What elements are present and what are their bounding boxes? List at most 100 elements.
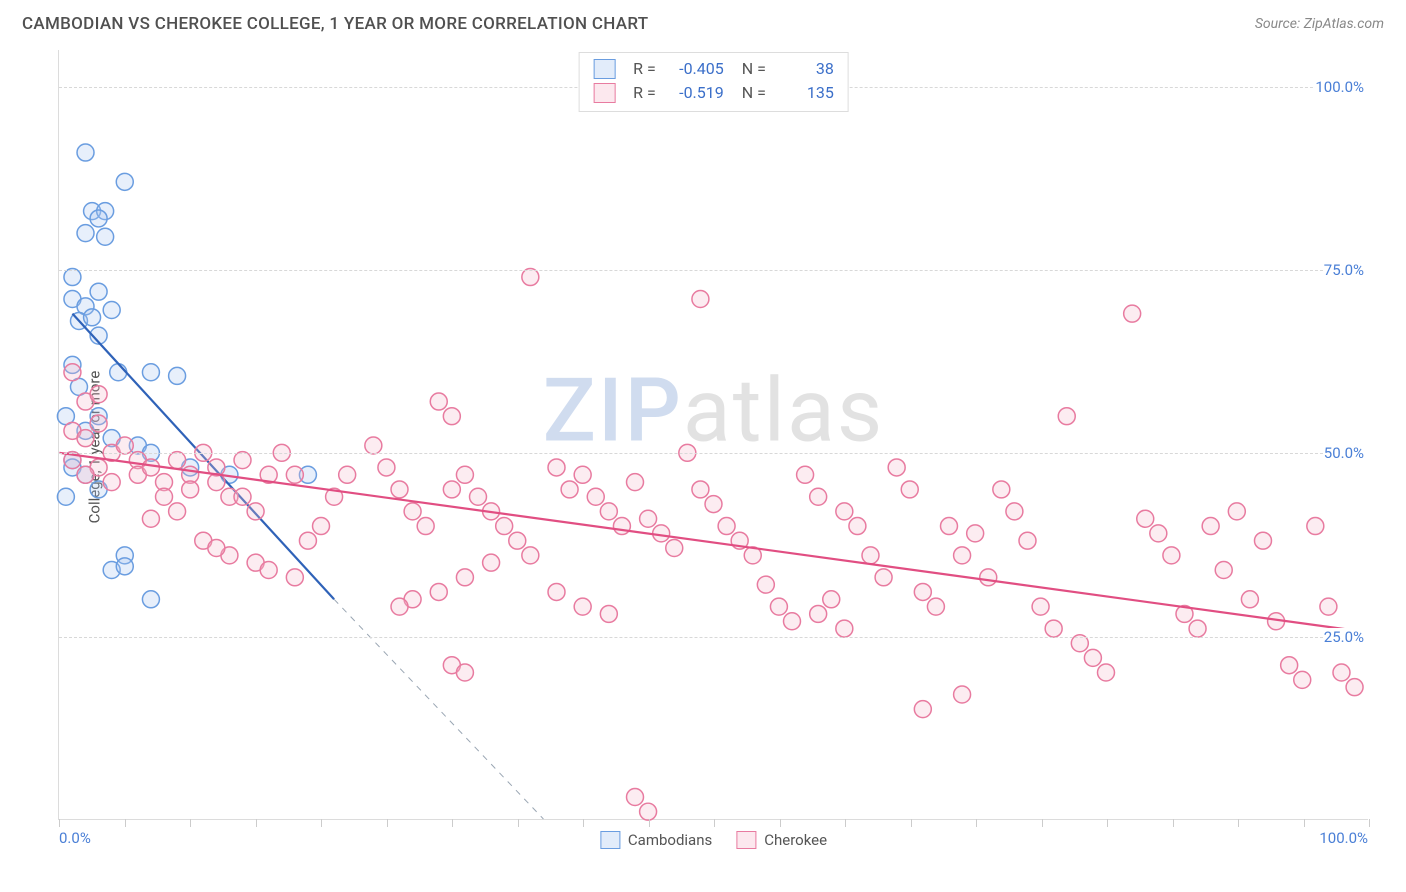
- source-prefix: Source:: [1255, 16, 1304, 32]
- stat-r-label: R =: [633, 57, 656, 81]
- data-point-cherokee: [1019, 532, 1036, 549]
- data-point-cherokee: [90, 386, 107, 403]
- data-point-cherokee: [1320, 598, 1337, 615]
- x-tick-label-left: 0.0%: [59, 829, 91, 847]
- data-point-cherokee: [1281, 657, 1298, 674]
- data-point-cambodians: [116, 558, 133, 575]
- legend-item-cambodians: Cambodians: [600, 831, 712, 849]
- data-point-cherokee: [914, 583, 931, 600]
- stat-row-cherokee: R =-0.519 N =135: [593, 81, 834, 105]
- data-point-cherokee: [1215, 562, 1232, 579]
- x-minor-tick: [387, 819, 388, 827]
- data-point-cherokee: [522, 269, 539, 286]
- data-point-cherokee: [142, 510, 159, 527]
- data-point-cherokee: [823, 591, 840, 608]
- data-point-cherokee: [875, 569, 892, 586]
- data-point-cherokee: [391, 481, 408, 498]
- data-point-cherokee: [142, 459, 159, 476]
- x-minor-tick: [1107, 819, 1108, 827]
- x-axis-legend: CambodiansCherokee: [600, 831, 827, 849]
- data-point-cherokee: [1333, 664, 1350, 681]
- data-point-cherokee: [627, 474, 644, 491]
- stat-n-value-cambodians: 38: [776, 57, 834, 81]
- data-point-cambodians: [90, 210, 107, 227]
- data-point-cherokee: [286, 466, 303, 483]
- data-point-cherokee: [1098, 664, 1115, 681]
- data-point-cherokee: [1137, 510, 1154, 527]
- scatter-plot: ZIPatlas R =-0.405 N =38R =-0.519 N =135…: [58, 50, 1368, 820]
- x-minor-tick: [452, 819, 453, 827]
- data-point-cherokee: [548, 459, 565, 476]
- data-point-cherokee: [941, 518, 958, 535]
- legend-swatch: [736, 831, 756, 849]
- x-minor-tick: [1173, 819, 1174, 827]
- source-link[interactable]: ZipAtlas.com: [1304, 16, 1384, 32]
- data-point-cambodians: [84, 309, 101, 326]
- data-point-cherokee: [901, 481, 918, 498]
- data-point-cherokee: [914, 701, 931, 718]
- data-point-cherokee: [299, 532, 316, 549]
- x-minor-tick: [1304, 819, 1305, 827]
- data-point-cherokee: [1294, 671, 1311, 688]
- data-point-cherokee: [1084, 649, 1101, 666]
- stat-swatch-cherokee: [593, 83, 615, 103]
- data-point-cherokee: [627, 789, 644, 806]
- data-point-cherokee: [1124, 305, 1141, 322]
- stat-row-cambodians: R =-0.405 N =38: [593, 57, 834, 81]
- data-point-cherokee: [1254, 532, 1271, 549]
- y-tick-label: 25.0%: [1324, 628, 1370, 646]
- stat-n-value-cherokee: 135: [776, 81, 834, 105]
- data-point-cherokee: [993, 481, 1010, 498]
- data-point-cherokee: [888, 459, 905, 476]
- data-point-cherokee: [169, 503, 186, 520]
- data-point-cherokee: [587, 488, 604, 505]
- stats-legend-box: R =-0.405 N =38R =-0.519 N =135: [578, 52, 849, 112]
- data-point-cherokee: [810, 605, 827, 622]
- data-point-cherokee: [313, 518, 330, 535]
- x-minor-tick: [845, 819, 846, 827]
- data-point-cherokee: [456, 664, 473, 681]
- x-minor-tick: [649, 819, 650, 827]
- data-point-cambodians: [110, 364, 127, 381]
- data-point-cherokee: [954, 547, 971, 564]
- data-point-cherokee: [692, 291, 709, 308]
- trendline-ext-cambodians: [334, 599, 543, 819]
- data-point-cherokee: [967, 525, 984, 542]
- data-point-cherokee: [391, 598, 408, 615]
- data-point-cherokee: [862, 547, 879, 564]
- data-point-cherokee: [1189, 620, 1206, 637]
- x-minor-tick: [1238, 819, 1239, 827]
- data-point-cherokee: [90, 415, 107, 432]
- data-point-cherokee: [103, 474, 120, 491]
- data-point-cherokee: [1150, 525, 1167, 542]
- data-point-cherokee: [208, 540, 225, 557]
- chart-source: Source: ZipAtlas.com: [1255, 16, 1384, 32]
- data-point-cherokee: [260, 562, 277, 579]
- data-point-cherokee: [574, 466, 591, 483]
- data-point-cherokee: [443, 481, 460, 498]
- x-minor-tick: [976, 819, 977, 827]
- data-point-cherokee: [770, 598, 787, 615]
- gridline-h: [59, 637, 1368, 638]
- data-point-cambodians: [97, 228, 114, 245]
- y-tick-label: 75.0%: [1324, 261, 1370, 279]
- data-point-cherokee: [156, 488, 173, 505]
- data-point-cherokee: [247, 503, 264, 520]
- x-tick-label-right: 100.0%: [1319, 829, 1368, 847]
- data-point-cherokee: [574, 598, 591, 615]
- data-point-cambodians: [169, 367, 186, 384]
- data-point-cherokee: [1045, 620, 1062, 637]
- data-point-cherokee: [77, 430, 94, 447]
- data-point-cherokee: [718, 518, 735, 535]
- data-point-cherokee: [1202, 518, 1219, 535]
- data-point-cambodians: [142, 364, 159, 381]
- data-point-cherokee: [810, 488, 827, 505]
- y-tick-label: 50.0%: [1324, 444, 1370, 462]
- x-minor-tick: [59, 819, 60, 827]
- data-point-cherokee: [116, 437, 133, 454]
- data-point-cambodians: [90, 283, 107, 300]
- data-point-cambodians: [64, 269, 81, 286]
- data-point-cherokee: [757, 576, 774, 593]
- data-point-cherokee: [182, 481, 199, 498]
- data-point-cherokee: [522, 547, 539, 564]
